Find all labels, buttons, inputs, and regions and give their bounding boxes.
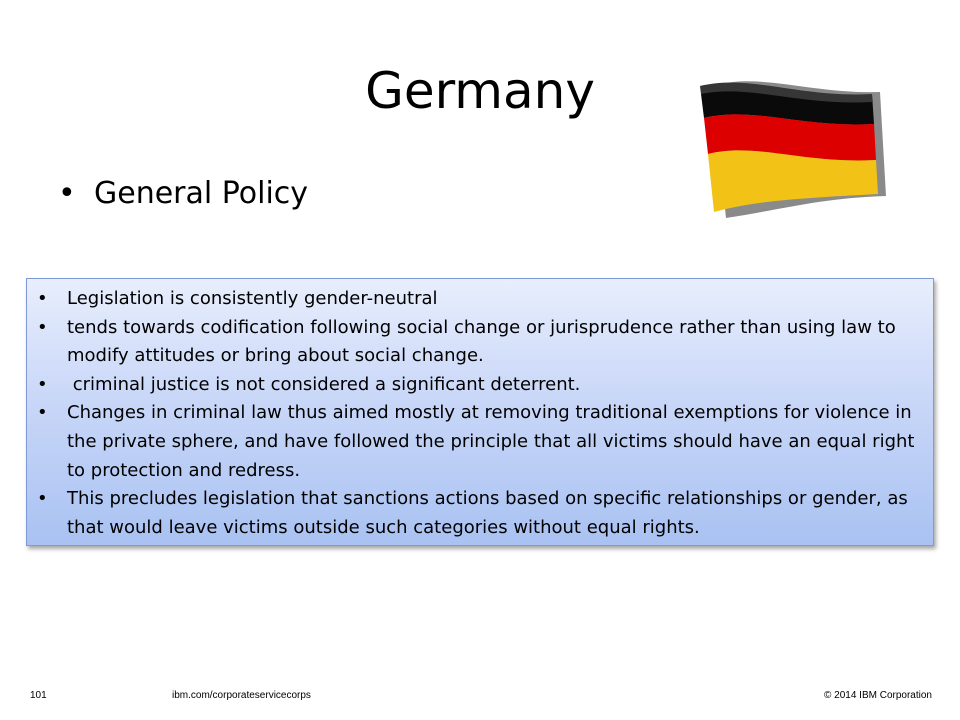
general-policy-text: General Policy: [94, 176, 309, 211]
policy-bullet-2: tends towards codification following soc…: [35, 314, 923, 371]
slide-title: Germany: [365, 62, 595, 120]
policy-bullet-4: Changes in criminal law thus aimed mostl…: [35, 399, 923, 485]
policy-bullet-5: This precludes legislation that sanction…: [35, 485, 923, 542]
policy-text-box: Legislation is consistently gender-neutr…: [26, 278, 934, 546]
general-policy-bullet: • General Policy: [58, 174, 308, 214]
policy-bullet-list: Legislation is consistently gender-neutr…: [35, 285, 923, 542]
policy-bullet-1: Legislation is consistently gender-neutr…: [35, 285, 923, 314]
policy-bullet-3: criminal justice is not considered a sig…: [35, 371, 923, 400]
footer-url: ibm.com/corporateservicecorps: [172, 690, 311, 701]
page-number: 101: [30, 690, 47, 701]
bullet-icon: •: [58, 176, 76, 211]
footer-copyright: © 2014 IBM Corporation: [824, 690, 932, 701]
germany-flag-image: [700, 81, 886, 219]
